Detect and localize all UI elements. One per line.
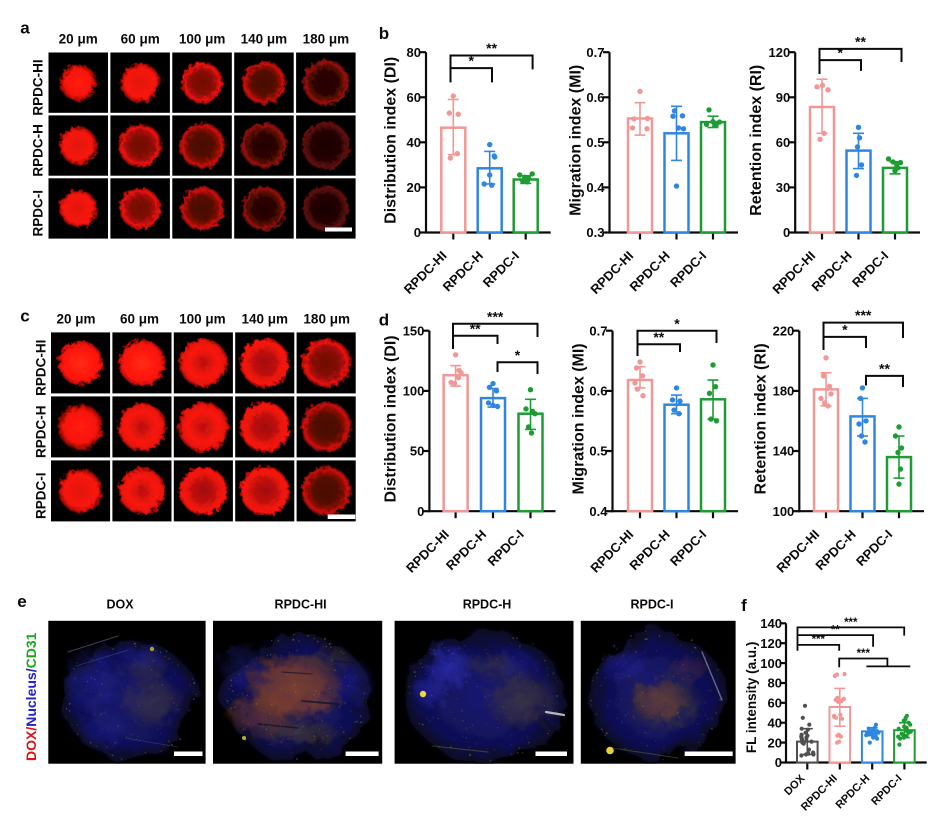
svg-text:**: ** bbox=[831, 625, 840, 637]
svg-text:40: 40 bbox=[407, 135, 421, 150]
svg-text:80: 80 bbox=[768, 676, 782, 691]
svg-text:0.6: 0.6 bbox=[589, 384, 607, 399]
svg-text:***: *** bbox=[857, 648, 871, 660]
svg-text:20: 20 bbox=[407, 180, 421, 195]
svg-text:RPDC-H: RPDC-H bbox=[34, 405, 49, 458]
svg-text:RPDC-H: RPDC-H bbox=[31, 124, 46, 177]
svg-text:0: 0 bbox=[775, 755, 782, 770]
svg-text:DOX/Nucleus/CD31: DOX/Nucleus/CD31 bbox=[23, 632, 39, 761]
svg-text:Retention index (RI): Retention index (RI) bbox=[752, 343, 769, 494]
svg-text:***: *** bbox=[812, 634, 826, 646]
svg-text:*: * bbox=[837, 45, 843, 61]
svg-text:RPDC-H: RPDC-H bbox=[463, 598, 512, 612]
svg-text:0: 0 bbox=[417, 504, 424, 519]
svg-text:140: 140 bbox=[773, 444, 795, 459]
svg-text:***: *** bbox=[487, 308, 504, 324]
svg-text:20: 20 bbox=[768, 735, 782, 750]
svg-text:**: ** bbox=[486, 40, 497, 56]
svg-text:RPDC-I: RPDC-I bbox=[34, 472, 49, 519]
svg-text:Migration index (MI): Migration index (MI) bbox=[567, 65, 584, 216]
svg-text:140 μm: 140 μm bbox=[241, 32, 288, 47]
svg-text:60 μm: 60 μm bbox=[121, 32, 160, 47]
svg-text:180 μm: 180 μm bbox=[303, 32, 350, 47]
svg-text:*: * bbox=[674, 315, 680, 331]
svg-text:**: ** bbox=[470, 320, 481, 336]
svg-text:140 μm: 140 μm bbox=[242, 312, 289, 327]
svg-text:100: 100 bbox=[773, 504, 795, 519]
svg-text:FL intensity (a.u.): FL intensity (a.u.) bbox=[744, 642, 759, 754]
svg-text:Distribution index (DI): Distribution index (DI) bbox=[383, 57, 400, 224]
svg-text:30: 30 bbox=[776, 180, 790, 195]
svg-text:0.7: 0.7 bbox=[586, 45, 604, 60]
svg-text:Migration index (MI): Migration index (MI) bbox=[570, 343, 587, 494]
svg-text:0.5: 0.5 bbox=[586, 135, 604, 150]
svg-text:0: 0 bbox=[414, 225, 421, 240]
svg-text:RPDC-I: RPDC-I bbox=[31, 190, 46, 237]
svg-text:RPDC-HI: RPDC-HI bbox=[34, 340, 49, 396]
svg-text:Distribution index (DI): Distribution index (DI) bbox=[382, 335, 399, 502]
svg-text:100: 100 bbox=[760, 656, 782, 671]
svg-text:50: 50 bbox=[410, 444, 424, 459]
svg-text:90: 90 bbox=[776, 90, 790, 105]
svg-text:0.4: 0.4 bbox=[586, 180, 605, 195]
svg-text:80: 80 bbox=[407, 45, 421, 60]
svg-text:150: 150 bbox=[403, 323, 425, 338]
svg-text:60 μm: 60 μm bbox=[120, 312, 159, 327]
svg-text:**: ** bbox=[653, 329, 664, 345]
svg-text:20 μm: 20 μm bbox=[56, 312, 95, 327]
svg-text:60: 60 bbox=[776, 135, 790, 150]
svg-text:RPDC-HI: RPDC-HI bbox=[31, 59, 46, 115]
svg-text:120: 120 bbox=[768, 45, 790, 60]
svg-text:f: f bbox=[741, 596, 747, 615]
svg-text:20 μm: 20 μm bbox=[59, 32, 98, 47]
svg-text:RPDC-I: RPDC-I bbox=[630, 598, 673, 612]
svg-text:RPDC-HI: RPDC-HI bbox=[275, 598, 327, 612]
svg-text:220: 220 bbox=[773, 323, 795, 338]
svg-text:b: b bbox=[379, 24, 389, 43]
svg-text:0.3: 0.3 bbox=[586, 225, 604, 240]
svg-text:**: ** bbox=[879, 360, 890, 376]
svg-text:a: a bbox=[20, 19, 30, 38]
svg-text:***: *** bbox=[844, 617, 858, 629]
svg-text:d: d bbox=[379, 311, 389, 330]
svg-text:DOX: DOX bbox=[106, 598, 134, 612]
svg-text:c: c bbox=[20, 307, 29, 326]
svg-text:Retention index (RI): Retention index (RI) bbox=[748, 65, 765, 216]
svg-text:**: ** bbox=[855, 33, 866, 49]
svg-text:60: 60 bbox=[768, 696, 782, 711]
svg-text:100 μm: 100 μm bbox=[179, 32, 226, 47]
svg-text:0.5: 0.5 bbox=[589, 444, 607, 459]
svg-text:40: 40 bbox=[768, 715, 782, 730]
svg-text:180: 180 bbox=[773, 384, 795, 399]
svg-text:e: e bbox=[17, 592, 26, 611]
svg-text:100 μm: 100 μm bbox=[179, 312, 226, 327]
svg-text:***: *** bbox=[855, 307, 872, 323]
svg-text:*: * bbox=[515, 347, 521, 363]
svg-text:180 μm: 180 μm bbox=[303, 312, 350, 327]
svg-text:0.7: 0.7 bbox=[589, 323, 607, 338]
svg-text:0: 0 bbox=[783, 225, 790, 240]
svg-text:120: 120 bbox=[760, 636, 782, 651]
svg-text:*: * bbox=[842, 321, 848, 337]
svg-text:60: 60 bbox=[407, 90, 421, 105]
svg-text:0.6: 0.6 bbox=[586, 90, 604, 105]
svg-text:140: 140 bbox=[760, 616, 782, 631]
svg-text:100: 100 bbox=[403, 384, 425, 399]
svg-text:0.4: 0.4 bbox=[589, 504, 608, 519]
svg-text:*: * bbox=[468, 53, 474, 69]
